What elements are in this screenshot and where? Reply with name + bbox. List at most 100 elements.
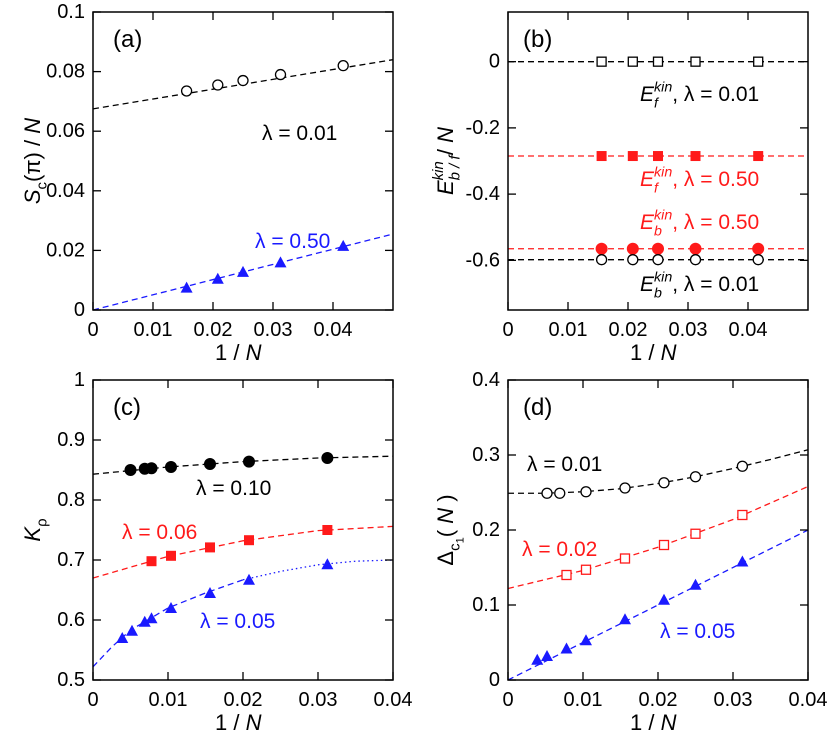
panel-label: (c) bbox=[113, 394, 141, 421]
panel-label: (d) bbox=[523, 394, 552, 421]
fit-line bbox=[242, 559, 393, 581]
text-part: E bbox=[640, 273, 655, 296]
marker bbox=[596, 56, 607, 67]
marker bbox=[561, 569, 572, 581]
x-tick-label: 0.04 bbox=[789, 689, 828, 711]
annotation: λ = 0.05 bbox=[660, 620, 735, 643]
x-tick-label: 0.02 bbox=[639, 689, 678, 711]
fit-line bbox=[93, 525, 393, 579]
text-part: (π) / bbox=[20, 134, 45, 182]
marker bbox=[116, 632, 129, 643]
panel-label: (a) bbox=[113, 26, 142, 53]
text-part: λ = 0.01 bbox=[262, 122, 337, 145]
text-part: 1 / bbox=[630, 710, 661, 735]
x-tick-label: 0.01 bbox=[134, 319, 173, 341]
annotation: λ = 0.02 bbox=[522, 538, 597, 561]
marker bbox=[237, 265, 249, 277]
text-part: N bbox=[433, 508, 458, 524]
y-tick-label: 1 bbox=[74, 369, 85, 391]
y-axis-label: Sc(π) / N bbox=[20, 118, 51, 204]
y-tick-label: 0 bbox=[74, 299, 85, 321]
text-part: kin bbox=[654, 208, 672, 224]
text-part: , λ = 0.50 bbox=[672, 168, 759, 191]
y-tick-label: 0.1 bbox=[472, 594, 500, 616]
x-tick-label: 0 bbox=[502, 319, 513, 341]
text-part: ( bbox=[433, 524, 458, 537]
text-part: c bbox=[34, 181, 51, 189]
y-tick-label: -0.6 bbox=[466, 249, 500, 271]
marker bbox=[212, 79, 224, 91]
text-part: λ = 0.02 bbox=[522, 538, 597, 561]
text-part: E bbox=[640, 211, 655, 234]
marker bbox=[337, 239, 350, 251]
x-tick-label: 0.02 bbox=[224, 689, 263, 711]
text-part: f bbox=[654, 95, 660, 111]
y-tick-label: 0.02 bbox=[46, 239, 85, 261]
text-part: kin bbox=[654, 165, 672, 181]
text-part: b / f bbox=[447, 154, 464, 181]
marker bbox=[752, 242, 765, 255]
y-tick-label: 0 bbox=[489, 51, 500, 73]
annotation: λ = 0.01 bbox=[262, 122, 337, 145]
marker bbox=[595, 254, 608, 266]
text-part: N bbox=[433, 127, 458, 143]
marker bbox=[554, 487, 566, 499]
marker bbox=[619, 613, 631, 625]
text-part: λ = 0.05 bbox=[200, 610, 275, 633]
x-tick-label: 0.01 bbox=[549, 319, 588, 341]
x-tick-label: 0.03 bbox=[714, 689, 753, 711]
text-part: kin bbox=[654, 270, 672, 286]
y-tick-label: -0.4 bbox=[466, 183, 500, 205]
marker bbox=[627, 56, 638, 67]
marker bbox=[165, 461, 177, 473]
marker bbox=[204, 458, 216, 470]
annotation: Efkin, λ = 0.50 bbox=[640, 165, 759, 197]
text-part: N bbox=[661, 710, 677, 735]
marker bbox=[337, 59, 349, 72]
text-part: Δ bbox=[433, 551, 458, 566]
text-part: λ = 0.06 bbox=[122, 521, 197, 544]
y-tick-label: 0.5 bbox=[57, 669, 85, 691]
y-tick-label: 0.06 bbox=[46, 120, 85, 142]
marker bbox=[690, 151, 701, 162]
marker bbox=[753, 151, 764, 162]
marker bbox=[690, 56, 701, 67]
marker bbox=[690, 528, 701, 539]
marker bbox=[658, 477, 670, 489]
annotation: λ = 0.05 bbox=[200, 610, 275, 633]
marker bbox=[180, 281, 193, 293]
y-axis-label: Eb / fkin / N bbox=[430, 127, 464, 195]
text-part: N bbox=[246, 710, 262, 735]
text-part: / bbox=[433, 143, 458, 161]
marker bbox=[237, 74, 249, 87]
marker bbox=[321, 558, 334, 570]
x-tick-label: 0.04 bbox=[314, 319, 353, 341]
text-part: λ = 0.50 bbox=[255, 230, 330, 253]
marker bbox=[145, 612, 158, 624]
y-tick-label: 0.9 bbox=[57, 429, 85, 451]
text-part: E bbox=[640, 168, 655, 191]
marker bbox=[689, 471, 702, 483]
x-tick-label: 0.01 bbox=[564, 689, 603, 711]
plot-frame bbox=[507, 11, 809, 311]
marker bbox=[737, 509, 748, 521]
y-tick-label: 0.4 bbox=[472, 369, 500, 391]
plot-area bbox=[508, 449, 808, 680]
marker bbox=[274, 68, 287, 81]
text-part: N bbox=[20, 118, 45, 134]
text-part: ρ bbox=[34, 518, 51, 527]
text-part: kin bbox=[654, 80, 672, 96]
marker bbox=[753, 56, 764, 67]
marker bbox=[205, 542, 215, 553]
marker bbox=[658, 593, 670, 605]
marker bbox=[619, 482, 631, 494]
marker bbox=[146, 556, 157, 567]
annotation: λ = 0.50 bbox=[255, 230, 330, 253]
marker bbox=[736, 460, 749, 472]
text-part: N bbox=[661, 340, 677, 365]
text-part: ) bbox=[433, 494, 458, 507]
text-part: b bbox=[654, 285, 662, 301]
marker bbox=[145, 462, 158, 475]
text-part: f bbox=[654, 180, 660, 196]
marker bbox=[689, 254, 702, 266]
